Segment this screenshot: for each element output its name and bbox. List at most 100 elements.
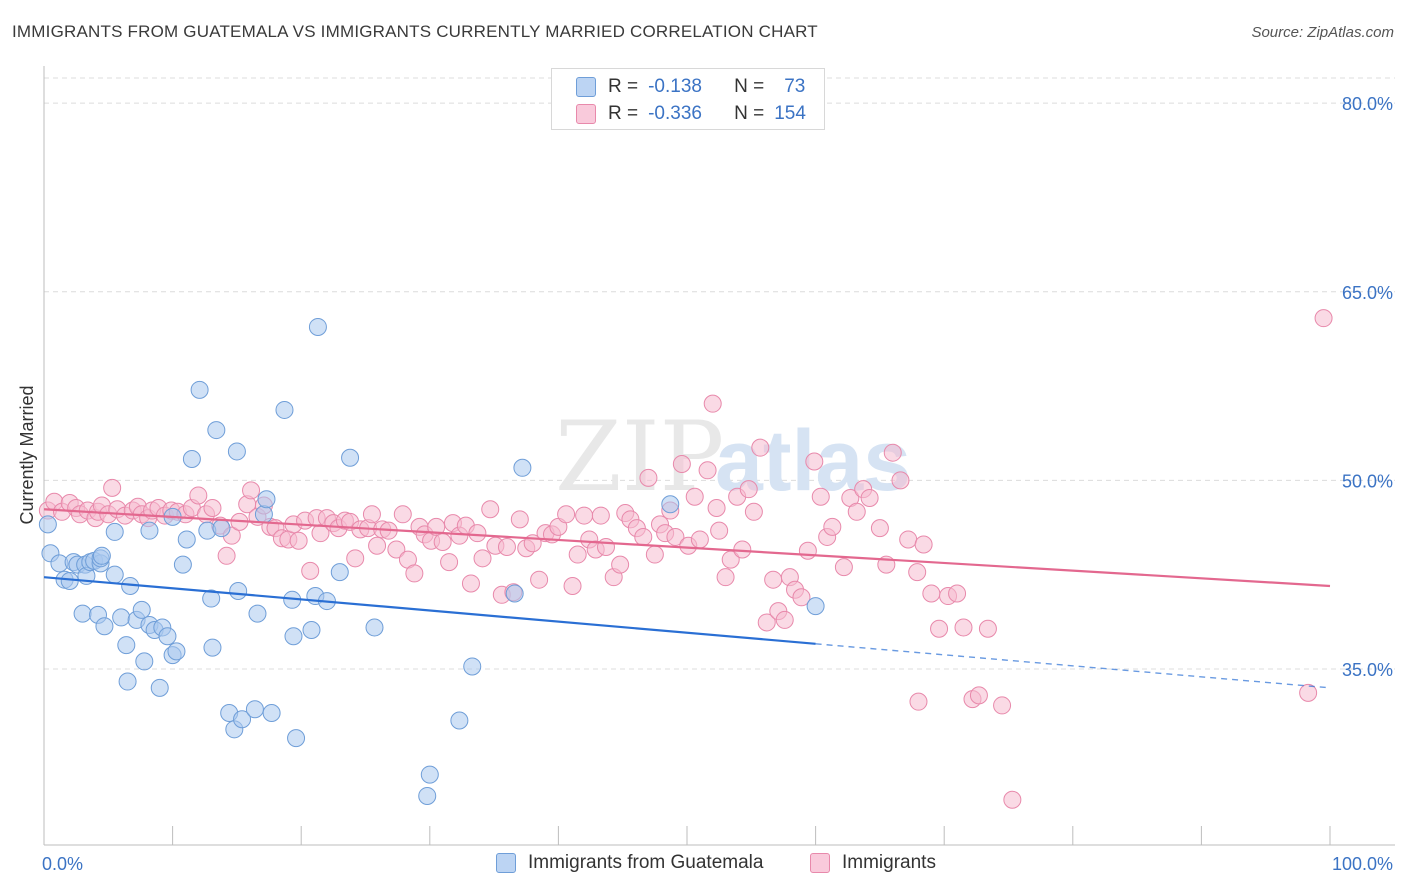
immigrants-point bbox=[611, 555, 630, 574]
legend-r-label: R = bbox=[608, 103, 639, 124]
guatemala-point bbox=[365, 618, 384, 637]
immigrants-point bbox=[757, 613, 776, 632]
legend-r-value: -0.138 bbox=[648, 76, 702, 97]
immigrants-point bbox=[634, 527, 653, 546]
guatemala-point bbox=[233, 710, 252, 729]
legend-row-guatemala: R = -0.138 N = 73 bbox=[576, 75, 805, 99]
legend-label-immigrants: Immigrants bbox=[842, 852, 936, 873]
immigrants-point bbox=[792, 588, 811, 607]
guatemala-point bbox=[95, 617, 114, 636]
guatemala-point bbox=[420, 765, 439, 784]
guatemala-point bbox=[248, 604, 267, 623]
immigrants-point bbox=[497, 538, 516, 557]
immigrants-point bbox=[473, 549, 492, 568]
immigrants-point bbox=[716, 568, 735, 587]
legend-n-value: 154 bbox=[774, 103, 806, 124]
source-credit: Source: ZipAtlas.com bbox=[1251, 24, 1394, 41]
guatemala-point bbox=[302, 620, 321, 639]
immigrants-point bbox=[368, 536, 387, 555]
chart-title: IMMIGRANTS FROM GUATEMALA VS IMMIGRANTS … bbox=[12, 22, 818, 41]
guatemala-point bbox=[158, 627, 177, 646]
immigrants-point bbox=[301, 561, 320, 580]
immigrants-point bbox=[969, 686, 988, 705]
guatemala-point bbox=[463, 657, 482, 676]
immigrants-point bbox=[685, 487, 704, 506]
immigrants-point bbox=[242, 481, 261, 500]
legend-swatch-pink bbox=[576, 104, 596, 124]
immigrants-point bbox=[393, 505, 412, 524]
immigrants-point bbox=[557, 505, 576, 524]
guatemala-point bbox=[177, 530, 196, 549]
immigrants-point bbox=[698, 461, 717, 480]
guatemala-point bbox=[806, 597, 825, 616]
y-axis-label: Currently Married bbox=[17, 385, 37, 524]
guatemala-point bbox=[202, 589, 221, 608]
immigrants-point bbox=[847, 502, 866, 521]
immigrants-point bbox=[510, 510, 529, 529]
guatemala-point bbox=[118, 672, 137, 691]
guatemala-point bbox=[254, 505, 273, 524]
immigrants-point bbox=[203, 499, 222, 518]
guatemala-point bbox=[341, 448, 360, 467]
immigrants-point bbox=[433, 532, 452, 551]
legend-n-value: 73 bbox=[784, 76, 806, 97]
immigrants-point bbox=[645, 545, 664, 564]
immigrants-point bbox=[481, 500, 500, 519]
guatemala-point bbox=[132, 600, 151, 619]
guatemala-point bbox=[275, 400, 294, 419]
guatemala-point bbox=[330, 563, 349, 582]
immigrants-point bbox=[427, 517, 446, 536]
guatemala-point bbox=[105, 565, 124, 584]
immigrants-point bbox=[883, 443, 902, 462]
immigrants-point bbox=[217, 546, 236, 565]
immigrants-point bbox=[103, 478, 122, 497]
guatemala-point bbox=[262, 703, 281, 722]
immigrants-point bbox=[899, 530, 918, 549]
immigrants-point bbox=[596, 538, 615, 557]
immigrants-point bbox=[440, 553, 459, 572]
guatemala-trend-line bbox=[43, 576, 816, 645]
series-legend: Immigrants from Guatemala Immigrants bbox=[0, 852, 1406, 876]
legend-row-immigrants: R = -0.336 N = 154 bbox=[576, 102, 806, 126]
legend-swatch-blue bbox=[496, 853, 516, 873]
immigrants-point bbox=[639, 468, 658, 487]
immigrants-point bbox=[666, 527, 685, 546]
immigrants-point bbox=[710, 521, 729, 540]
x-tick-label-max: 100.0% bbox=[1332, 854, 1393, 874]
legend-item-immigrants: Immigrants bbox=[810, 852, 936, 874]
guatemala-point bbox=[182, 449, 201, 468]
guatemala-point bbox=[92, 546, 111, 565]
guatemala-point bbox=[245, 700, 264, 719]
immigrants-point bbox=[909, 692, 928, 711]
immigrants-point bbox=[978, 619, 997, 638]
legend-swatch-blue bbox=[576, 77, 596, 97]
legend-r-value: -0.336 bbox=[648, 103, 702, 124]
guatemala-point bbox=[418, 786, 437, 805]
immigrants-point bbox=[707, 499, 726, 518]
immigrants-point bbox=[739, 480, 758, 499]
immigrants-point bbox=[346, 549, 365, 568]
guatemala-point bbox=[661, 495, 680, 514]
immigrants-point bbox=[405, 564, 424, 583]
y-tick-label: 35.0% bbox=[1342, 660, 1393, 680]
immigrants-point bbox=[189, 486, 208, 505]
legend-n-label: N = bbox=[734, 76, 765, 97]
guatemala-point bbox=[105, 522, 124, 541]
immigrants-point bbox=[744, 502, 763, 521]
guatemala-point bbox=[38, 515, 57, 534]
immigrants-point bbox=[575, 506, 594, 525]
y-tick-label: 65.0% bbox=[1342, 283, 1393, 303]
immigrants-point bbox=[1003, 790, 1022, 809]
legend-swatch-pink bbox=[810, 853, 830, 873]
immigrants-point bbox=[461, 574, 480, 593]
immigrants-point bbox=[568, 545, 587, 564]
axes bbox=[43, 66, 1395, 846]
guatemala-point bbox=[450, 711, 469, 730]
immigrants-point bbox=[775, 610, 794, 629]
guatemala-point bbox=[117, 636, 136, 655]
guatemala-trend-extension bbox=[815, 643, 1331, 689]
guatemala-point bbox=[73, 604, 92, 623]
immigrants-point bbox=[805, 452, 824, 471]
tick-labels: 35.0% 50.0% 65.0% 80.0% 0.0% 100.0% bbox=[42, 94, 1393, 874]
